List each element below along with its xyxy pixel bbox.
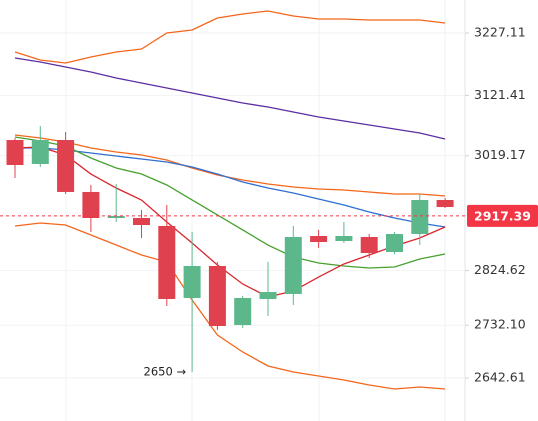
- candle-body: [386, 233, 403, 252]
- y-tick-label: 3019.17: [474, 147, 526, 162]
- candle-body: [411, 199, 429, 234]
- candle-body: [31, 140, 49, 164]
- candle-body: [436, 199, 454, 208]
- candle-body: [310, 236, 328, 243]
- candle-body: [208, 265, 226, 327]
- candle-body: [133, 217, 150, 226]
- indicator-line: [14, 222, 446, 390]
- candle-body: [82, 191, 100, 218]
- indicator-line: [14, 136, 446, 269]
- candle-body: [234, 297, 252, 326]
- candle-body: [183, 265, 201, 298]
- candle-body: [57, 140, 75, 192]
- indicator-line: [14, 57, 446, 140]
- y-tick-label: 2824.62: [474, 262, 526, 277]
- candle-body: [284, 237, 302, 294]
- y-tick-label: 2732.10: [474, 317, 526, 332]
- indicator-line: [15, 147, 446, 228]
- indicator-line: [14, 10, 446, 64]
- candle-body: [360, 237, 378, 254]
- y-tick-label: 2642.61: [474, 370, 526, 385]
- indicator-line: [14, 146, 446, 298]
- last-price-box: [467, 204, 538, 227]
- candle-body: [158, 225, 176, 299]
- y-tick-label: 3227.11: [474, 24, 526, 39]
- candle-body: [259, 292, 277, 299]
- candle-body: [335, 236, 353, 242]
- last-price-label: 2917.39: [474, 208, 531, 223]
- candle-body: [6, 140, 24, 165]
- candle-body: [107, 215, 125, 218]
- y-tick-label: 3121.41: [474, 87, 526, 102]
- low-annotation: 2650 →: [144, 365, 187, 379]
